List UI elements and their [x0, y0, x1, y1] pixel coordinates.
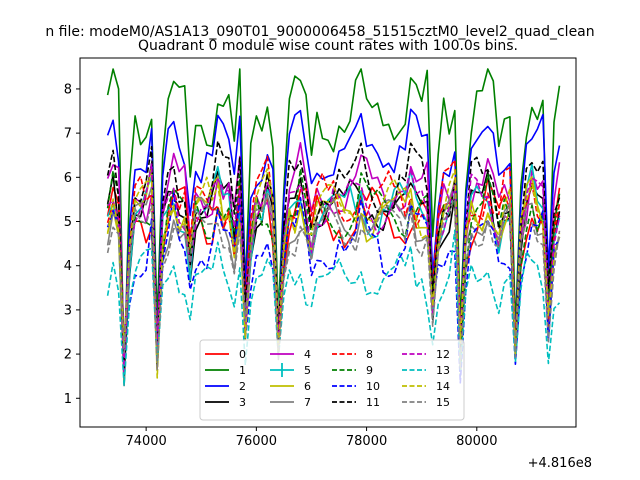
legend-entry-0: 0 — [205, 348, 246, 361]
y-tick-label: 3 — [64, 303, 72, 318]
x-offset-label: +4.816e8 — [528, 456, 592, 471]
legend-entry-15: 15 — [402, 396, 450, 409]
chart-title: Quadrant 0 module wise count rates with … — [138, 38, 518, 54]
y-tick-label: 4 — [64, 259, 72, 274]
legend-entry-6: 6 — [270, 380, 311, 393]
y-tick-label: 7 — [64, 127, 72, 142]
legend-entry-5: 5 — [270, 363, 311, 377]
series-line-1 — [106, 68, 561, 379]
legend-label: 7 — [304, 396, 311, 409]
legend-label: 15 — [436, 396, 450, 409]
series-line-8 — [106, 155, 561, 370]
series-line-15 — [106, 192, 561, 371]
series-line-12 — [107, 163, 561, 376]
legend-entry-11: 11 — [332, 396, 380, 409]
x-axis: 74000 76000 78000 80000 — [125, 427, 497, 449]
legend-label: 14 — [436, 380, 450, 393]
legend-entry-9: 9 — [332, 364, 373, 377]
legend-label: 11 — [366, 396, 380, 409]
legend-label: 1 — [239, 364, 246, 377]
legend-entry-2: 2 — [205, 380, 246, 393]
legend-entry-14: 14 — [402, 380, 450, 393]
series-line-13 — [106, 229, 561, 387]
series-group — [106, 68, 561, 387]
legend-label: 8 — [366, 348, 373, 361]
legend-label: 5 — [304, 364, 311, 377]
series-line-11 — [106, 140, 561, 376]
legend-label: 3 — [239, 396, 246, 409]
x-tick-label: 76000 — [236, 434, 277, 449]
legend-label: 0 — [239, 348, 246, 361]
x-tick-label: 80000 — [456, 434, 497, 449]
legend-label: 13 — [436, 364, 450, 377]
legend-label: 6 — [304, 380, 311, 393]
legend-entry-10: 10 — [332, 380, 380, 393]
legend-entry-1: 1 — [205, 364, 246, 377]
y-tick-label: 1 — [64, 392, 72, 407]
plot-frame — [79, 57, 577, 428]
series-line-14 — [106, 168, 561, 379]
legend-entry-13: 13 — [402, 364, 450, 377]
legend-label: 9 — [366, 364, 373, 377]
y-tick-label: 8 — [64, 82, 72, 97]
y-axis: 1 2 3 4 5 6 7 8 — [64, 82, 80, 407]
series-line-2 — [106, 108, 561, 358]
x-tick-label: 74000 — [125, 434, 166, 449]
y-tick-label: 6 — [64, 171, 72, 186]
legend-entry-7: 7 — [270, 396, 311, 409]
legend-label: 10 — [366, 380, 380, 393]
legend-label: 12 — [436, 348, 450, 361]
legend-entry-4: 4 — [270, 348, 311, 361]
y-tick-label: 2 — [64, 348, 72, 363]
legend-box — [199, 339, 465, 421]
legend-entry-8: 8 — [332, 348, 373, 361]
legend-entry-3: 3 — [205, 396, 246, 409]
series-line-7 — [106, 181, 561, 381]
legend-label: 4 — [304, 348, 311, 361]
x-tick-label: 78000 — [346, 434, 387, 449]
y-tick-label: 5 — [64, 215, 72, 230]
legend-entry-12: 12 — [402, 348, 450, 361]
legend-label: 2 — [239, 380, 246, 393]
chart-suptitle: n file: modeM0/AS1A13_090T01_9000006458_… — [45, 24, 594, 40]
